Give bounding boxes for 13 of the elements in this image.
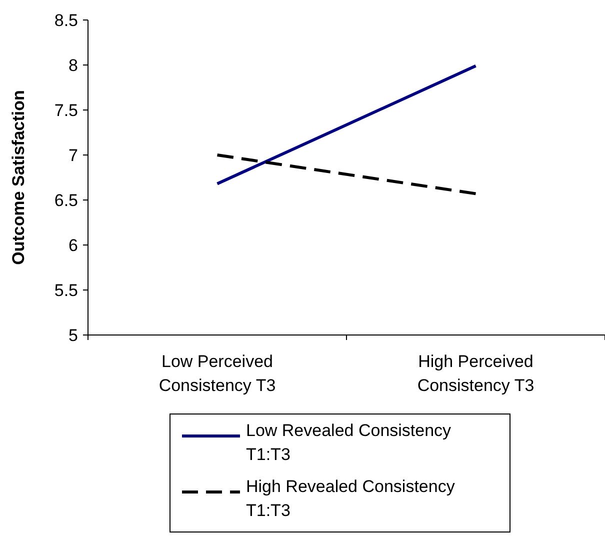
- y-tick-label: 6: [68, 236, 78, 255]
- legend-label: High Revealed Consistency T1:T3: [246, 477, 456, 520]
- x-tick-label: Low Perceived Consistency T3: [158, 352, 276, 395]
- legend-label: Low Revealed Consistency T1:T3: [246, 421, 452, 464]
- y-tick-label: 7: [68, 146, 78, 165]
- y-axis-title: Outcome Satisfaction: [9, 90, 28, 265]
- y-tick-label: 6.5: [54, 190, 78, 210]
- y-tick-label: 8.5: [54, 10, 78, 30]
- y-tick-label: 7.5: [54, 100, 78, 120]
- y-tick-label: 5: [68, 326, 78, 345]
- x-tick-label: High Perceived Consistency T3: [417, 352, 534, 395]
- y-tick-label: 5.5: [54, 280, 78, 300]
- y-tick-label: 8: [68, 56, 78, 75]
